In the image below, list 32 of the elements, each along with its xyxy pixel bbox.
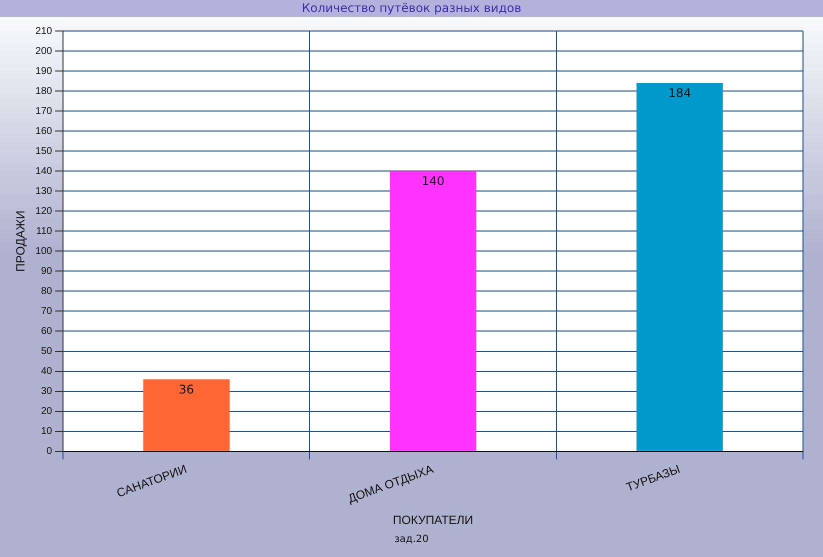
y-tick-label: 70 bbox=[40, 306, 53, 317]
y-tick-label: 20 bbox=[40, 406, 53, 418]
bar bbox=[636, 83, 723, 451]
y-tick-label: 120 bbox=[35, 206, 53, 217]
data-label: 140 bbox=[422, 174, 444, 188]
y-tick-label: 30 bbox=[40, 386, 53, 398]
y-tick-label: 210 bbox=[35, 26, 53, 37]
y-tick-label: 150 bbox=[35, 146, 53, 157]
y-tick-label: 160 bbox=[35, 126, 53, 137]
y-tick-label: 60 bbox=[40, 326, 53, 337]
y-tick-label: 190 bbox=[35, 66, 53, 77]
data-label: 184 bbox=[668, 86, 692, 100]
y-tick-label: 50 bbox=[40, 346, 53, 358]
bar bbox=[390, 171, 476, 451]
y-tick-label: 110 bbox=[36, 226, 53, 237]
y-tick-label: 40 bbox=[40, 366, 53, 378]
y-tick-label: 10 bbox=[40, 426, 53, 438]
y-tick-label: 180 bbox=[35, 86, 53, 97]
y-tick-label: 0 bbox=[46, 446, 53, 458]
y-tick-label: 130 bbox=[35, 186, 53, 197]
y-tick-label: 100 bbox=[35, 246, 53, 257]
y-tick-label: 200 bbox=[35, 46, 53, 57]
text: зад.20 bbox=[393, 534, 430, 545]
x-axis-title: ПОКУПАТЕЛИ bbox=[392, 513, 474, 528]
y-tick-label: 90 bbox=[40, 266, 53, 277]
data-label: 36 bbox=[178, 382, 194, 396]
y-tick-label: 140 bbox=[35, 166, 53, 177]
y-tick-label: 80 bbox=[40, 286, 53, 297]
y-tick-label: 170 bbox=[35, 106, 53, 117]
y-axis-title: ПРОДАЖИ bbox=[14, 210, 28, 272]
chart-title: Количество путёвок разных видов bbox=[0, 0, 823, 17]
bar bbox=[143, 379, 230, 451]
